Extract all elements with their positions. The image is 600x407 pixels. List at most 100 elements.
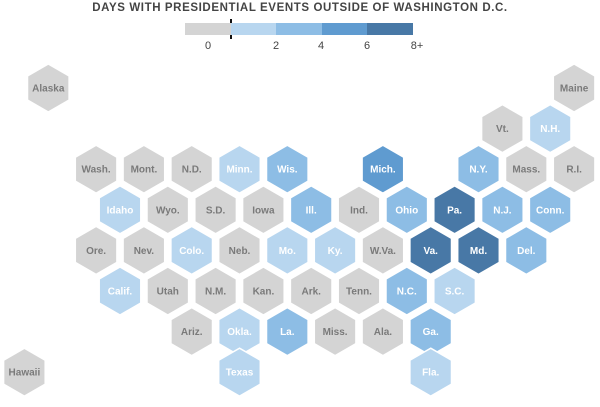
state-hex-shape xyxy=(456,144,501,195)
state-hex-mont: Mont. xyxy=(122,144,166,195)
state-hex-alaska: Alaska xyxy=(26,63,70,113)
state-label: Kan. xyxy=(253,287,275,298)
state-label: Conn. xyxy=(536,205,565,216)
state-hex-shape xyxy=(194,184,238,235)
state-hex-shape xyxy=(480,103,524,154)
legend-tick-label: 2 xyxy=(272,40,280,52)
state-label: Wash. xyxy=(82,165,111,176)
legend-tick-label: 0 xyxy=(204,40,212,52)
state-label: Ariz. xyxy=(181,327,203,338)
state-label: S.D. xyxy=(206,205,226,216)
state-hex-ill: Ill. xyxy=(289,184,333,235)
state-label: Idaho xyxy=(107,205,134,216)
state-hex-shape xyxy=(337,266,381,316)
state-hex-ky: Ky. xyxy=(313,225,357,276)
state-label: W.Va. xyxy=(370,246,396,257)
state-label: Colo. xyxy=(179,246,204,257)
state-hex-shape xyxy=(2,347,46,398)
legend-tick-label: 6 xyxy=(363,40,371,52)
state-label: Minn. xyxy=(226,165,252,176)
state-hex-hawaii: Hawaii xyxy=(2,347,46,398)
state-hex-conn: Conn. xyxy=(528,184,572,235)
state-hex-maine: Maine xyxy=(552,63,596,113)
state-label: Fla. xyxy=(422,368,439,379)
state-hex-shape xyxy=(241,266,285,316)
state-hex-shape xyxy=(146,184,190,235)
state-hex-shape xyxy=(74,144,118,195)
state-hex-shape xyxy=(361,144,405,195)
state-hex-shape xyxy=(456,225,501,276)
state-hex-r-i: R.I. xyxy=(552,144,596,195)
state-hex-shape xyxy=(337,184,381,235)
state-hex-shape xyxy=(74,225,118,276)
state-hex-shape xyxy=(217,347,262,398)
state-hex-ohio: Ohio xyxy=(385,184,429,235)
state-label: Ky. xyxy=(328,246,343,257)
legend: 0 2 4 6 8+ xyxy=(0,0,600,60)
state-hex-shape xyxy=(217,144,262,195)
state-hex-shape xyxy=(433,266,477,316)
state-label: Neb. xyxy=(229,246,251,257)
legend-tick-label: 8+ xyxy=(410,40,424,52)
state-hex-n-m: N.M. xyxy=(194,266,238,316)
state-hex-shape xyxy=(289,266,333,316)
state-label: Hawaii xyxy=(9,368,41,379)
state-hex-mo: Mo. xyxy=(265,225,309,276)
state-hex-shape xyxy=(289,184,333,235)
state-hex-shape xyxy=(385,266,429,316)
state-hex-shape xyxy=(241,184,285,235)
legend-tick-label: 4 xyxy=(317,40,325,52)
state-hex-del: Del. xyxy=(504,225,548,276)
state-label: N.H. xyxy=(540,124,560,135)
state-label: Pa. xyxy=(447,205,462,216)
state-label: Utah xyxy=(157,287,179,298)
state-hex-utah: Utah xyxy=(146,266,190,316)
state-label: Maine xyxy=(560,84,589,95)
state-label: Nev. xyxy=(134,246,155,257)
state-hex-shape xyxy=(313,306,357,357)
chart-title: DAYS WITH PRESIDENTIAL EVENTS OUTSIDE OF… xyxy=(92,2,508,14)
state-label: S.C. xyxy=(445,287,465,298)
state-label: Okla. xyxy=(227,327,252,338)
state-hex-md: Md. xyxy=(456,225,501,276)
state-label: Ore. xyxy=(86,246,106,257)
state-hex-n-h: N.H. xyxy=(528,103,572,154)
state-label: Miss. xyxy=(323,327,348,338)
state-label: Tenn. xyxy=(346,287,372,298)
state-hex-minn: Minn. xyxy=(217,144,262,195)
state-hex-shape xyxy=(170,306,214,357)
state-label: Del. xyxy=(517,246,536,257)
state-hex-n-j: N.J. xyxy=(480,184,524,235)
state-hex-shape xyxy=(552,144,596,195)
state-hex-shape xyxy=(170,225,214,276)
state-hex-shape xyxy=(26,63,70,113)
state-label: Ill. xyxy=(306,205,317,216)
state-hex-mass: Mass. xyxy=(504,144,548,195)
state-hex-shape xyxy=(552,63,596,113)
state-label: Calif. xyxy=(108,287,133,298)
state-label: R.I. xyxy=(566,165,582,176)
state-label: Wis. xyxy=(277,165,298,176)
state-label: Iowa xyxy=(252,205,275,216)
state-hex-shape xyxy=(480,184,524,235)
state-hex-shape xyxy=(217,225,262,276)
state-label: Wyo. xyxy=(156,205,180,216)
state-hex-n-y: N.Y. xyxy=(456,144,501,195)
state-hex-pa: Pa. xyxy=(433,184,477,235)
state-hex-kan: Kan. xyxy=(241,266,285,316)
legend-swatch-2 xyxy=(276,23,322,35)
legend-swatch-3 xyxy=(321,23,368,35)
state-hex-shape xyxy=(98,184,142,235)
state-hex-ore: Ore. xyxy=(74,225,118,276)
state-label: Ark. xyxy=(301,287,321,298)
state-hex-iowa: Iowa xyxy=(241,184,285,235)
state-hex-shape xyxy=(361,225,405,276)
state-hex-shape xyxy=(170,144,214,195)
state-hex-va: Va. xyxy=(409,225,453,276)
state-label: Mass. xyxy=(512,165,540,176)
state-label: N.M. xyxy=(205,287,226,298)
state-hex-mich: Mich. xyxy=(361,144,405,195)
state-hex-shape xyxy=(504,225,548,276)
state-hex-fla: Fla. xyxy=(409,347,453,398)
